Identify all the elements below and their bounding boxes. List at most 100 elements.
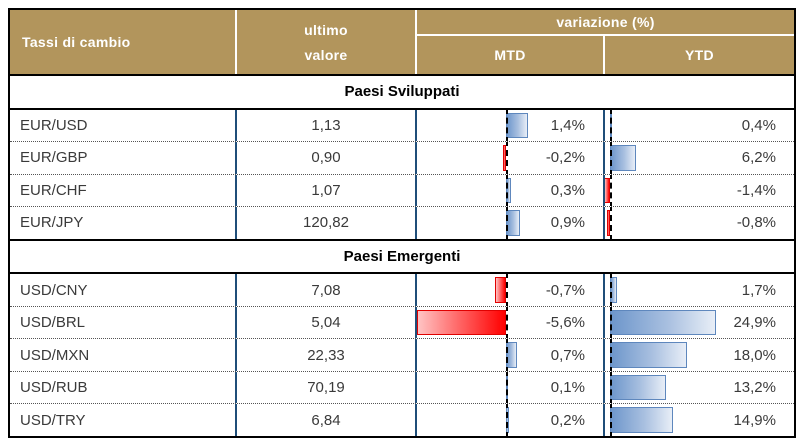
header-title: Tassi di cambio bbox=[10, 10, 237, 74]
row-eur-jpy-mtd-pct-label: 0,9% bbox=[550, 214, 585, 232]
row-eur-jpy: EUR/JPY 120,82 0,9% -0,8% bbox=[10, 207, 794, 239]
row-eur-usd-ytd-pct-label: 0,4% bbox=[741, 116, 776, 134]
exchange-rates-table: Tassi di cambio ultimo valore variazione… bbox=[8, 8, 796, 438]
bar-axis-line bbox=[610, 339, 612, 371]
bar-axis-line bbox=[506, 142, 509, 174]
row-eur-jpy-pair-label: EUR/JPY bbox=[10, 207, 237, 239]
row-usd-try: USD/TRY 6,84 0,2% 14,9% bbox=[10, 404, 794, 437]
row-eur-jpy-ytd-bar-cell: -0,8% bbox=[605, 207, 794, 239]
row-usd-cny-mtd-pct-label: -0,7% bbox=[545, 281, 585, 299]
row-eur-usd-pair-label: EUR/USD bbox=[10, 109, 237, 142]
row-usd-mxn-last-value: 22,33 bbox=[237, 339, 417, 371]
bar-axis-line bbox=[610, 306, 612, 339]
row-usd-cny-ytd-bar-cell: 1,7% bbox=[605, 274, 794, 306]
row-usd-mxn-ytd-bar-cell: 18,0% bbox=[605, 339, 794, 371]
row-eur-chf-mtd-pct-label: 0,3% bbox=[550, 181, 585, 199]
row-eur-usd-mtd-pct-label: 1,4% bbox=[550, 116, 585, 134]
row-usd-mxn: USD/MXN 22,33 0,7% 18,0% bbox=[10, 339, 794, 372]
row-usd-brl-ytd-bar-cell: 24,9% bbox=[605, 306, 794, 339]
row-eur-usd: EUR/USD 1,13 1,4% 0,4% bbox=[10, 109, 794, 143]
negative-data-bar bbox=[606, 210, 611, 236]
row-usd-rub-pair-label: USD/RUB bbox=[10, 371, 237, 404]
bar-axis-line bbox=[506, 274, 509, 306]
row-eur-gbp-ytd-pct-label: 6,2% bbox=[741, 149, 776, 167]
row-usd-brl-last-value: 5,04 bbox=[237, 306, 417, 339]
bar-axis-line bbox=[610, 109, 612, 142]
row-usd-rub: USD/RUB 70,19 0,1% 13,2% bbox=[10, 371, 794, 405]
row-usd-cny-mtd-bar-cell: -0,7% bbox=[417, 274, 605, 306]
row-eur-jpy-last-value: 120,82 bbox=[237, 207, 417, 239]
bar-axis-line bbox=[610, 371, 612, 404]
section-label: Paesi Emergenti bbox=[343, 248, 461, 265]
row-usd-cny: USD/CNY 7,08 -0,7% 1,7% bbox=[10, 274, 794, 307]
row-usd-mxn-mtd-pct-label: 0,7% bbox=[550, 346, 585, 364]
bar-axis-line bbox=[506, 404, 509, 437]
bar-axis-line bbox=[610, 142, 612, 174]
row-eur-gbp-mtd-bar-cell: -0,2% bbox=[417, 142, 605, 174]
row-usd-rub-last-value: 70,19 bbox=[237, 371, 417, 404]
header-variation: variazione (%) bbox=[417, 10, 794, 36]
positive-data-bar bbox=[610, 309, 716, 336]
negative-data-bar bbox=[605, 177, 611, 204]
row-usd-try-last-value: 6,84 bbox=[237, 404, 417, 437]
positive-data-bar bbox=[610, 374, 667, 401]
row-usd-rub-ytd-pct-label: 13,2% bbox=[733, 379, 776, 397]
section-label: Paesi Sviluppati bbox=[344, 83, 460, 101]
row-usd-brl-ytd-pct-label: 24,9% bbox=[733, 314, 776, 332]
row-eur-gbp-mtd-pct-label: -0,2% bbox=[545, 149, 585, 167]
row-eur-gbp-ytd-bar-cell: 6,2% bbox=[605, 142, 794, 174]
row-eur-jpy-mtd-bar-cell: 0,9% bbox=[417, 207, 605, 239]
row-eur-gbp-last-value: 0,90 bbox=[237, 142, 417, 174]
header-ytd-column: YTD bbox=[685, 47, 714, 63]
positive-data-bar bbox=[610, 145, 637, 171]
bar-axis-line bbox=[506, 109, 509, 142]
row-usd-rub-mtd-pct-label: 0,1% bbox=[550, 379, 585, 397]
row-eur-usd-ytd-bar-cell: 0,4% bbox=[605, 109, 794, 142]
row-usd-try-pair-label: USD/TRY bbox=[10, 404, 237, 437]
row-eur-gbp-pair-label: EUR/GBP bbox=[10, 142, 237, 174]
bar-axis-line bbox=[610, 174, 612, 207]
row-eur-chf-last-value: 1,07 bbox=[237, 174, 417, 207]
row-usd-brl-pair-label: USD/BRL bbox=[10, 306, 237, 339]
bar-axis-line bbox=[506, 174, 509, 207]
row-eur-gbp: EUR/GBP 0,90 -0,2% 6,2% bbox=[10, 142, 794, 175]
negative-data-bar bbox=[494, 277, 507, 303]
row-usd-mxn-mtd-bar-cell: 0,7% bbox=[417, 339, 605, 371]
section-row-paesi-emergenti: Paesi Emergenti bbox=[10, 238, 794, 275]
row-usd-cny-last-value: 7,08 bbox=[237, 274, 417, 306]
row-usd-try-mtd-pct-label: 0,2% bbox=[550, 411, 585, 429]
row-eur-usd-last-value: 1,13 bbox=[237, 109, 417, 142]
row-usd-brl-mtd-bar-cell: -5,6% bbox=[417, 306, 605, 339]
row-usd-brl-mtd-pct-label: -5,6% bbox=[545, 314, 585, 332]
row-usd-try-ytd-pct-label: 14,9% bbox=[733, 411, 776, 429]
bar-axis-line bbox=[506, 207, 509, 239]
bar-axis-line bbox=[506, 306, 509, 339]
bar-axis-line bbox=[610, 404, 612, 437]
row-usd-mxn-ytd-pct-label: 18,0% bbox=[733, 346, 776, 364]
negative-data-bar bbox=[502, 145, 507, 171]
table-header: Tassi di cambio ultimo valore variazione… bbox=[10, 10, 794, 76]
row-eur-chf-pair-label: EUR/CHF bbox=[10, 174, 237, 207]
positive-data-bar bbox=[610, 407, 674, 434]
row-eur-chf: EUR/CHF 1,07 0,3% -1,4% bbox=[10, 174, 794, 208]
header-last-value-line1: ultimo bbox=[304, 21, 348, 38]
row-usd-rub-ytd-bar-cell: 13,2% bbox=[605, 371, 794, 404]
header-mtd-column: MTD bbox=[417, 36, 605, 74]
bar-axis-line bbox=[610, 274, 612, 306]
table-body: Paesi Sviluppati EUR/USD 1,13 1,4% 0,4% EUR/G… bbox=[10, 76, 794, 437]
bar-axis-line bbox=[610, 207, 612, 239]
bar-axis-line bbox=[506, 371, 509, 404]
row-usd-brl: USD/BRL 5,04 -5,6% 24,9% bbox=[10, 306, 794, 340]
bar-axis-line bbox=[506, 339, 509, 371]
row-usd-rub-mtd-bar-cell: 0,1% bbox=[417, 371, 605, 404]
row-usd-try-ytd-bar-cell: 14,9% bbox=[605, 404, 794, 437]
row-eur-usd-mtd-bar-cell: 1,4% bbox=[417, 109, 605, 142]
row-usd-cny-ytd-pct-label: 1,7% bbox=[741, 281, 776, 299]
row-eur-jpy-ytd-pct-label: -0,8% bbox=[736, 214, 776, 232]
section-row-paesi-sviluppati: Paesi Sviluppati bbox=[10, 76, 794, 110]
negative-data-bar bbox=[417, 309, 507, 336]
row-eur-chf-ytd-pct-label: -1,4% bbox=[736, 181, 776, 199]
row-eur-chf-mtd-bar-cell: 0,3% bbox=[417, 174, 605, 207]
header-last-value-line2: valore bbox=[304, 46, 348, 63]
header-last-value: ultimo valore bbox=[237, 10, 417, 74]
